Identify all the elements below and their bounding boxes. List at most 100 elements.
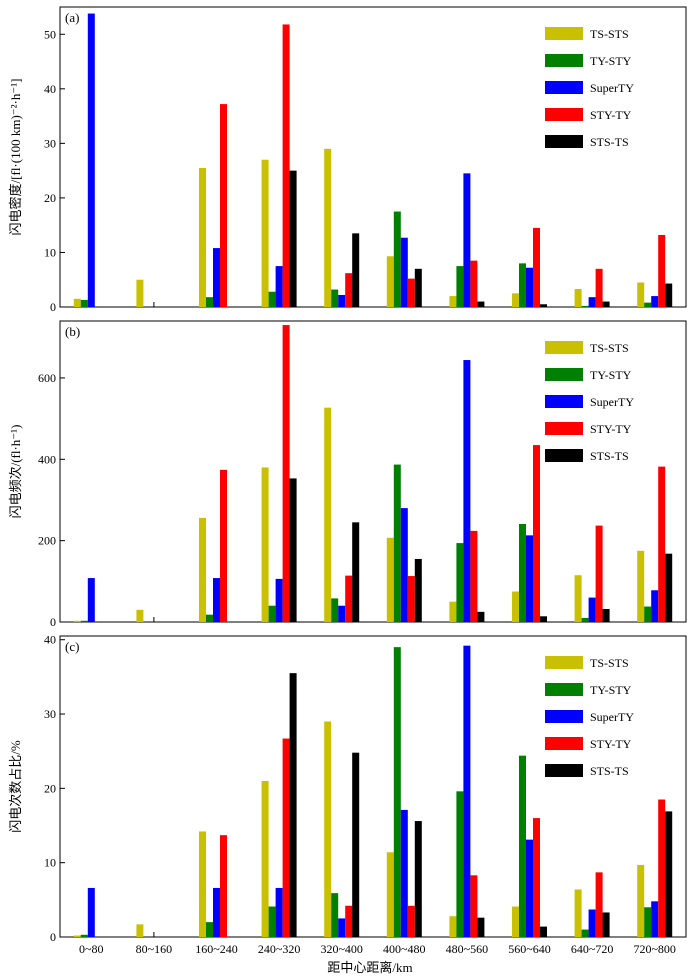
legend-swatch-sty-ty <box>545 422 583 435</box>
bar-superty-480~560 <box>463 360 471 622</box>
legend: TS-STS TY-STY SuperTY STY-TY STS-TS <box>545 27 634 149</box>
bar-superty-0~80 <box>87 887 95 937</box>
legend-label-sty-ty: STY-TY <box>590 737 632 751</box>
bar-ts-sts-240~320 <box>261 780 269 937</box>
bar-sty-ty-160~240 <box>220 469 227 622</box>
bar-sty-ty-560~640 <box>533 818 540 937</box>
bar-sts-ts-240~320 <box>289 673 297 937</box>
y-tick-label: 20 <box>44 781 56 795</box>
bar-superty-640~720 <box>588 297 596 307</box>
bar-sty-ty-240~320 <box>282 24 290 307</box>
bar-sts-ts-640~720 <box>602 608 610 622</box>
bar-ty-sty-400~480 <box>393 647 401 937</box>
bar-ty-sty-240~320 <box>268 605 276 622</box>
bar-sty-ty-720~800 <box>658 799 666 937</box>
bar-superty-640~720 <box>588 597 596 622</box>
bar-sty-ty-480~560 <box>470 530 478 622</box>
bar-ts-sts-160~240 <box>199 167 206 307</box>
chart-panel-3: 0 10 20 30 40 0~80 80~160 160~240 240~320 320~400… <box>8 633 687 956</box>
bar-sts-ts-320~400 <box>352 522 360 622</box>
legend-swatch-ty-sty <box>545 683 583 696</box>
bar-superty-240~320 <box>275 578 283 622</box>
legend-label-sts-ts: STS-TS <box>590 135 629 149</box>
legend-label-ts-sts: TS-STS <box>590 27 629 41</box>
bar-ty-sty-640~720 <box>581 929 589 937</box>
bar-sts-ts-480~560 <box>477 611 485 622</box>
bar-ts-sts-80~160 <box>136 924 144 937</box>
bar-sty-ty-160~240 <box>220 104 227 307</box>
y-tick-label: 10 <box>44 245 56 259</box>
bar-superty-560~640 <box>526 839 533 937</box>
x-axis-label: 距中心距离/km <box>327 960 412 975</box>
bar-ty-sty-0~80 <box>80 934 88 937</box>
bar-ts-sts-160~240 <box>199 517 206 622</box>
bar-superty-320~400 <box>338 918 346 937</box>
bar-sts-ts-400~480 <box>414 558 422 622</box>
bar-sty-ty-320~400 <box>345 905 353 937</box>
x-tick-label: 480~560 <box>446 942 489 956</box>
y-tick-label: 20 <box>44 191 56 205</box>
bar-ts-sts-640~720 <box>574 575 582 622</box>
legend-swatch-sts-ts <box>545 449 583 462</box>
bar-superty-160~240 <box>213 578 220 622</box>
y-tick-label: 10 <box>44 856 56 870</box>
bar-sty-ty-480~560 <box>470 260 478 307</box>
bar-superty-400~480 <box>400 508 408 622</box>
bar-ts-sts-400~480 <box>386 852 394 937</box>
bar-ts-sts-320~400 <box>324 721 332 937</box>
bar-sts-ts-560~640 <box>540 926 547 937</box>
bar-ty-sty-160~240 <box>206 297 213 307</box>
legend-swatch-sts-ts <box>545 764 583 777</box>
bar-sts-ts-240~320 <box>289 478 297 622</box>
bar-sts-ts-240~320 <box>289 170 297 307</box>
legend-label-sts-ts: STS-TS <box>590 449 629 463</box>
bar-superty-160~240 <box>213 887 220 937</box>
bar-superty-560~640 <box>526 535 533 622</box>
x-tick-label: 400~480 <box>383 942 426 956</box>
legend-swatch-sty-ty <box>545 108 583 121</box>
y-tick-label: 0 <box>50 300 56 314</box>
y-tick-label: 40 <box>44 633 56 647</box>
legend-swatch-sty-ty <box>545 737 583 750</box>
bar-ts-sts-640~720 <box>574 889 582 937</box>
bar-superty-240~320 <box>275 266 283 307</box>
bar-sty-ty-240~320 <box>282 325 290 622</box>
bar-sty-ty-160~240 <box>220 835 227 937</box>
bar-ts-sts-0~80 <box>73 298 81 307</box>
x-tick-label: 0~80 <box>79 942 104 956</box>
panel-label: (b) <box>65 324 80 339</box>
bar-ts-sts-720~800 <box>637 282 645 307</box>
bar-sty-ty-720~800 <box>658 466 666 622</box>
legend-label-superty: SuperTY <box>590 395 634 409</box>
bar-sts-ts-720~800 <box>665 811 673 937</box>
bar-ty-sty-480~560 <box>456 543 464 622</box>
legend-swatch-ty-sty <box>545 54 583 67</box>
bar-sty-ty-480~560 <box>470 875 478 937</box>
bar-superty-400~480 <box>400 237 408 307</box>
bar-sts-ts-640~720 <box>602 301 610 307</box>
bar-ty-sty-320~400 <box>331 289 339 307</box>
bar-sts-ts-560~640 <box>540 304 547 307</box>
bar-sts-ts-720~800 <box>665 283 673 307</box>
y-tick-label: 30 <box>44 707 56 721</box>
legend-swatch-superty <box>545 710 583 723</box>
bar-ts-sts-0~80 <box>73 935 81 937</box>
bar-sts-ts-480~560 <box>477 301 485 307</box>
y-axis-label: 闪电频次/(fl·h⁻¹) <box>8 425 23 519</box>
bar-superty-320~400 <box>338 295 346 307</box>
bar-ty-sty-0~80 <box>80 620 88 622</box>
y-axis-label: 闪电次数占比/% <box>8 740 23 833</box>
bar-ts-sts-80~160 <box>136 279 144 307</box>
bar-ty-sty-560~640 <box>519 755 526 937</box>
bar-superty-160~240 <box>213 248 220 307</box>
bar-sty-ty-400~480 <box>407 905 415 937</box>
bar-sty-ty-320~400 <box>345 575 353 622</box>
legend-swatch-sts-ts <box>545 135 583 148</box>
legend-label-sty-ty: STY-TY <box>590 108 632 122</box>
legend-label-ty-sty: TY-STY <box>590 54 632 68</box>
bar-sty-ty-560~640 <box>533 445 540 622</box>
bar-sts-ts-320~400 <box>352 233 360 307</box>
panel-label: (a) <box>65 10 79 25</box>
chart-panel-2: 0 200 400 600 (b) 闪电频次/(fl·h⁻¹) TS-STS TY-STY Su… <box>8 320 687 629</box>
